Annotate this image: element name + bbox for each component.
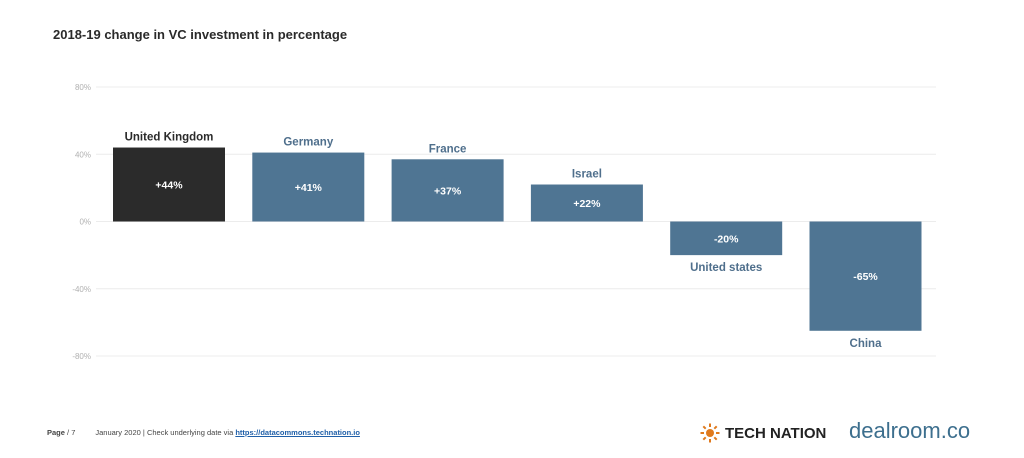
bar	[113, 147, 225, 222]
bar	[252, 152, 365, 222]
chart-title: 2018-19 change in VC investment in perce…	[53, 27, 348, 42]
category-label: United states	[690, 262, 762, 274]
data-label: +44%	[155, 180, 183, 192]
footer: Page / 7 January 2020 | Check underlying…	[47, 428, 360, 437]
bar	[670, 221, 783, 256]
page-indicator: Page / 7	[47, 428, 76, 437]
y-tick-label: 40%	[75, 150, 91, 159]
dealroom-logo: dealroom.co	[849, 418, 971, 443]
data-label: -20%	[714, 233, 739, 245]
sun-icon	[700, 423, 720, 443]
y-tick-label: -40%	[72, 285, 91, 294]
category-label: France	[429, 143, 467, 155]
bar	[809, 221, 922, 331]
data-label: +41%	[295, 182, 323, 194]
bar	[391, 159, 504, 222]
y-tick-label: 80%	[75, 83, 91, 92]
footer-note: January 2020 | Check underlying date via…	[95, 428, 360, 437]
y-tick-label: 0%	[79, 218, 91, 227]
category-label: Germany	[283, 137, 333, 149]
category-label: United Kingdom	[125, 132, 214, 144]
category-label: China	[850, 338, 883, 350]
bar	[530, 184, 643, 222]
data-label: -65%	[853, 271, 878, 283]
datacommons-link[interactable]: https://datacommons.technation.io	[235, 428, 360, 437]
category-label: Israel	[572, 169, 602, 181]
y-tick-label: -80%	[72, 352, 91, 361]
tech-nation-logo: TECH NATION	[700, 423, 826, 443]
data-label: +37%	[434, 185, 462, 197]
data-label: +22%	[573, 198, 601, 210]
